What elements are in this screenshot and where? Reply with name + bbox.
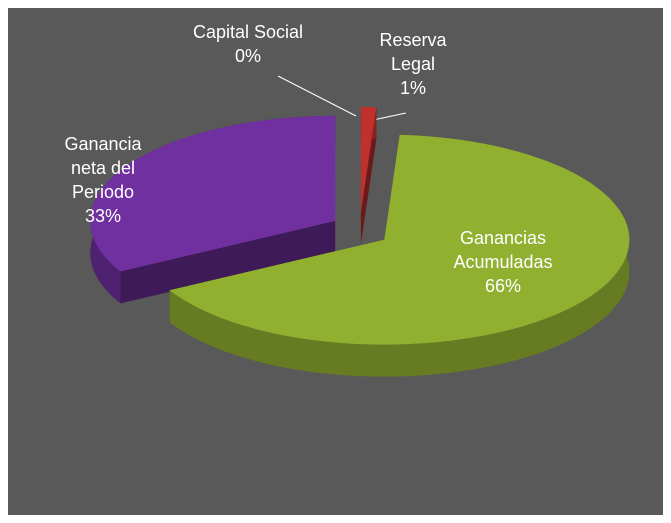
- value-label: 1%: [399, 78, 426, 98]
- slice-wall: [120, 220, 336, 304]
- pie: [90, 107, 630, 377]
- slice-top: [90, 115, 336, 272]
- value-label: 0%: [234, 46, 261, 66]
- chart-area: Capital Social 0% Reserva Legal 1% Ganancias…: [8, 8, 663, 515]
- data-label: Ganancia neta del Periodo 33%: [48, 132, 158, 228]
- category-name: Reserva Legal: [379, 30, 447, 74]
- data-label: Capital Social 0%: [188, 20, 308, 68]
- slice-wall: [360, 107, 377, 245]
- data-label: Reserva Legal 1%: [358, 28, 468, 100]
- leader-line: [372, 112, 407, 121]
- leader-line: [277, 75, 357, 117]
- category-name: Ganancia neta del Periodo: [64, 134, 142, 202]
- slice-top: [169, 134, 630, 345]
- pie-slice: [90, 115, 336, 304]
- value-label: 33%: [84, 206, 122, 226]
- pie-slice: [169, 134, 630, 377]
- value-label: 66%: [484, 276, 522, 296]
- slice-top: [360, 107, 377, 213]
- data-label: Ganancias Acumuladas 66%: [443, 226, 563, 298]
- chart: [90, 75, 630, 377]
- category-name: Ganancias Acumuladas: [453, 228, 553, 272]
- pie-slice: [360, 107, 377, 245]
- category-name: Capital Social: [192, 22, 304, 42]
